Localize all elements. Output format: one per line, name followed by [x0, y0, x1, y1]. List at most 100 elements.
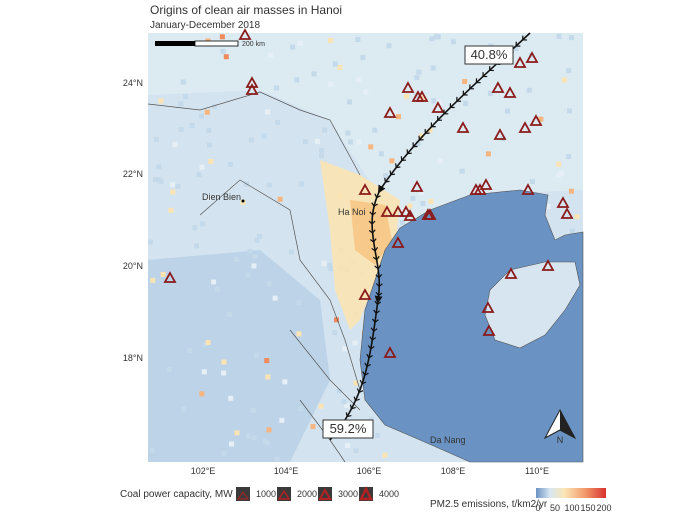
arrow	[353, 396, 360, 402]
emission-cell	[227, 311, 233, 317]
trajectory-arrows	[335, 35, 527, 433]
emission-cell	[352, 340, 358, 346]
emission-cell	[160, 272, 166, 278]
power-plant	[556, 196, 570, 208]
emission-cell	[277, 196, 283, 202]
emission-cell	[318, 153, 324, 159]
arrow	[437, 115, 442, 121]
power-plant	[391, 236, 405, 248]
emission-cell	[274, 456, 280, 462]
arrow	[372, 255, 380, 261]
emission-cell	[319, 147, 325, 153]
emission-cell	[265, 374, 271, 380]
legend-label: 2000	[297, 489, 317, 499]
scale-label: 200 km	[242, 41, 265, 48]
legend-symbol	[277, 489, 291, 500]
emission-cell	[404, 93, 410, 99]
arrow	[395, 163, 401, 169]
arrow	[374, 264, 382, 270]
arrow	[356, 388, 364, 394]
emission-cell	[234, 256, 240, 262]
emission-cell	[208, 158, 214, 164]
emission-cell	[223, 54, 229, 60]
arrow	[359, 379, 367, 385]
emission-cell	[228, 395, 234, 401]
emission-cell	[251, 435, 257, 441]
emission-cell	[245, 272, 251, 278]
emission-cell	[166, 366, 172, 372]
lat-label: 24°N	[123, 78, 143, 88]
arrow	[384, 177, 390, 183]
colorbar	[536, 488, 606, 498]
emission-cell	[487, 90, 493, 96]
emission-cell	[333, 317, 339, 323]
emission-cell	[356, 139, 362, 145]
arrow	[371, 247, 379, 252]
legend-title: Coal power capacity, MW	[120, 489, 233, 500]
emission-cell	[353, 380, 359, 386]
arrow	[456, 96, 462, 102]
emission-cell	[416, 69, 422, 75]
lon-label: 104°E	[274, 466, 299, 476]
emission-cell	[211, 103, 217, 109]
emission-cell	[428, 198, 434, 204]
legend-label: 1000	[256, 489, 276, 499]
colorbar-ticks: 0 50 100 150 200	[535, 503, 611, 513]
emission-cell	[513, 46, 519, 52]
emission-cell	[266, 182, 272, 188]
emission-cell	[178, 127, 184, 133]
trajectory-label: 59.2%	[330, 421, 367, 436]
lon-label: 110°E	[525, 466, 549, 476]
power-plant	[163, 271, 177, 283]
emission-cell	[181, 406, 187, 412]
emission-cell	[234, 430, 240, 436]
axes: 24°N 22°N 20°N 18°N 102°E 104°E 106°E 108°E 110°…	[123, 78, 549, 476]
emission-cell	[427, 127, 433, 133]
power-plant	[521, 183, 535, 195]
label-box	[322, 419, 374, 439]
arrow	[368, 229, 376, 234]
lat-label: 20°N	[123, 261, 143, 271]
emission-cell	[247, 248, 253, 254]
legend-symbol	[318, 487, 332, 500]
emission-cell	[170, 189, 176, 195]
emission-cell	[199, 221, 205, 227]
arrow	[418, 135, 424, 141]
subtitle: January-December 2018	[150, 20, 260, 31]
plant-legend: 1000 2000 3000 4000	[236, 486, 399, 501]
emission-cell	[420, 201, 426, 207]
power-plant	[491, 81, 505, 93]
emission-cell	[192, 225, 198, 231]
arrow	[469, 84, 475, 90]
emission-cell	[282, 379, 288, 385]
emission-cell	[299, 181, 305, 187]
power-plant	[403, 209, 417, 221]
power-plant	[383, 106, 397, 118]
emission-cell	[183, 93, 189, 99]
place-label: Da Nang	[430, 435, 466, 445]
power-plant	[529, 114, 543, 126]
arrow	[366, 353, 373, 359]
emission-cell	[189, 123, 195, 129]
emission-cell	[318, 403, 324, 409]
power-plant	[456, 121, 470, 133]
emission-cell	[372, 127, 378, 133]
emission-cell	[221, 359, 227, 365]
emission-cell	[264, 440, 270, 446]
emission-cell	[268, 52, 274, 58]
emission-cell	[389, 158, 395, 164]
place-label: Ha Noi	[338, 207, 366, 217]
emission-cell	[414, 93, 420, 99]
power-plant	[399, 205, 413, 217]
arrow	[367, 345, 375, 350]
emission-cell	[152, 177, 158, 183]
emission-cell	[148, 239, 154, 245]
arrow	[488, 66, 494, 72]
emission-cell	[220, 48, 226, 54]
power-plant	[525, 51, 539, 63]
emission-cell	[391, 110, 397, 116]
emission-cell	[172, 141, 178, 147]
emission-cell	[463, 100, 469, 106]
emission-cell	[419, 190, 425, 196]
emission-cell	[462, 79, 468, 85]
